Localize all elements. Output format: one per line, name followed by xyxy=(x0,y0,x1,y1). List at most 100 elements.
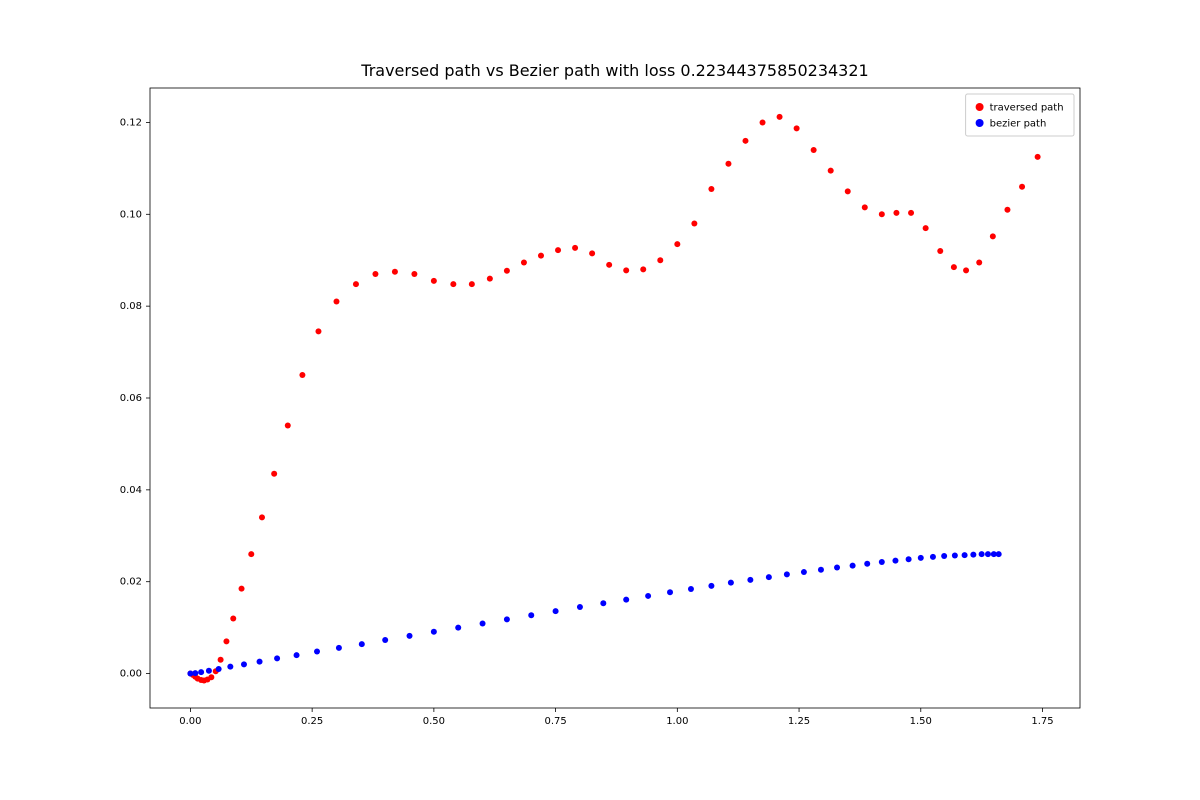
x-tick-label: 1.50 xyxy=(910,716,932,727)
data-point xyxy=(747,577,753,583)
data-point xyxy=(336,645,342,651)
chart-title: Traversed path vs Bezier path with loss … xyxy=(360,61,868,80)
data-point xyxy=(259,514,265,520)
data-point xyxy=(450,281,456,287)
data-point xyxy=(208,674,214,680)
data-point xyxy=(941,553,947,559)
x-tick-label: 1.75 xyxy=(1031,716,1053,727)
data-point xyxy=(864,561,870,567)
data-point xyxy=(577,604,583,610)
legend-marker xyxy=(976,103,984,111)
data-point xyxy=(294,652,300,658)
data-point xyxy=(990,233,996,239)
data-point xyxy=(862,204,868,210)
data-point xyxy=(828,168,834,174)
data-point xyxy=(257,659,263,665)
data-point xyxy=(708,186,714,192)
data-point xyxy=(216,666,222,672)
scatter-chart: 0.000.250.500.751.001.251.501.750.000.02… xyxy=(0,0,1200,800)
data-point xyxy=(893,210,899,216)
data-point xyxy=(407,633,413,639)
data-point xyxy=(657,257,663,263)
legend-label: traversed path xyxy=(990,103,1064,114)
y-tick-label: 0.08 xyxy=(120,301,142,312)
data-point xyxy=(504,268,510,274)
data-point xyxy=(241,661,247,667)
data-point xyxy=(834,564,840,570)
data-point xyxy=(314,649,320,655)
data-point xyxy=(760,119,766,125)
legend-marker xyxy=(976,119,984,127)
data-point xyxy=(962,552,968,558)
data-point xyxy=(218,657,224,663)
data-point xyxy=(742,138,748,144)
data-point xyxy=(725,161,731,167)
y-tick-label: 0.04 xyxy=(120,485,142,496)
data-point xyxy=(811,147,817,153)
data-point xyxy=(372,271,378,277)
data-point xyxy=(353,281,359,287)
data-point xyxy=(623,597,629,603)
data-point xyxy=(908,210,914,216)
data-point xyxy=(845,188,851,194)
data-point xyxy=(382,637,388,643)
data-point xyxy=(572,245,578,251)
data-point xyxy=(818,567,824,573)
data-point xyxy=(640,266,646,272)
data-point xyxy=(359,641,365,647)
data-point xyxy=(623,267,629,273)
legend-label: bezier path xyxy=(990,119,1047,130)
data-point xyxy=(708,583,714,589)
data-point xyxy=(976,260,982,266)
data-point xyxy=(285,423,291,429)
data-point xyxy=(521,260,527,266)
data-point xyxy=(274,655,280,661)
data-point xyxy=(198,669,204,675)
data-point xyxy=(970,552,976,558)
data-point xyxy=(504,616,510,622)
data-point xyxy=(606,262,612,268)
data-point xyxy=(777,114,783,120)
data-point xyxy=(688,586,694,592)
legend-frame xyxy=(966,94,1074,136)
data-point xyxy=(392,269,398,275)
data-point xyxy=(937,248,943,254)
data-point xyxy=(487,276,493,282)
data-point xyxy=(480,620,486,626)
data-point xyxy=(674,241,680,247)
data-point xyxy=(728,580,734,586)
data-point xyxy=(230,615,236,621)
x-tick-label: 0.50 xyxy=(423,716,445,727)
data-point xyxy=(192,670,198,676)
legend: traversed path bezier path xyxy=(966,94,1074,136)
data-point xyxy=(271,471,277,477)
data-point xyxy=(1019,184,1025,190)
data-point xyxy=(930,554,936,560)
data-point xyxy=(528,612,534,618)
data-point xyxy=(1035,154,1041,160)
y-tick-label: 0.10 xyxy=(120,209,142,220)
data-point xyxy=(850,563,856,569)
y-tick-label: 0.02 xyxy=(120,577,142,588)
data-point xyxy=(555,247,561,253)
data-point xyxy=(600,600,606,606)
data-point xyxy=(248,551,254,557)
data-point xyxy=(553,608,559,614)
x-tick-label: 1.25 xyxy=(788,716,810,727)
data-point xyxy=(879,559,885,565)
data-point xyxy=(879,211,885,217)
data-point xyxy=(315,328,321,334)
data-point xyxy=(239,586,245,592)
data-point xyxy=(963,267,969,273)
y-tick-label: 0.12 xyxy=(120,117,142,128)
data-point xyxy=(589,250,595,256)
data-point xyxy=(667,589,673,595)
data-point xyxy=(766,574,772,580)
x-tick-label: 1.00 xyxy=(666,716,688,727)
data-point xyxy=(431,278,437,284)
data-point xyxy=(691,220,697,226)
data-point xyxy=(455,625,461,631)
chart-container: 0.000.250.500.751.001.251.501.750.000.02… xyxy=(0,0,1200,800)
data-point xyxy=(985,551,991,557)
data-point xyxy=(794,125,800,131)
